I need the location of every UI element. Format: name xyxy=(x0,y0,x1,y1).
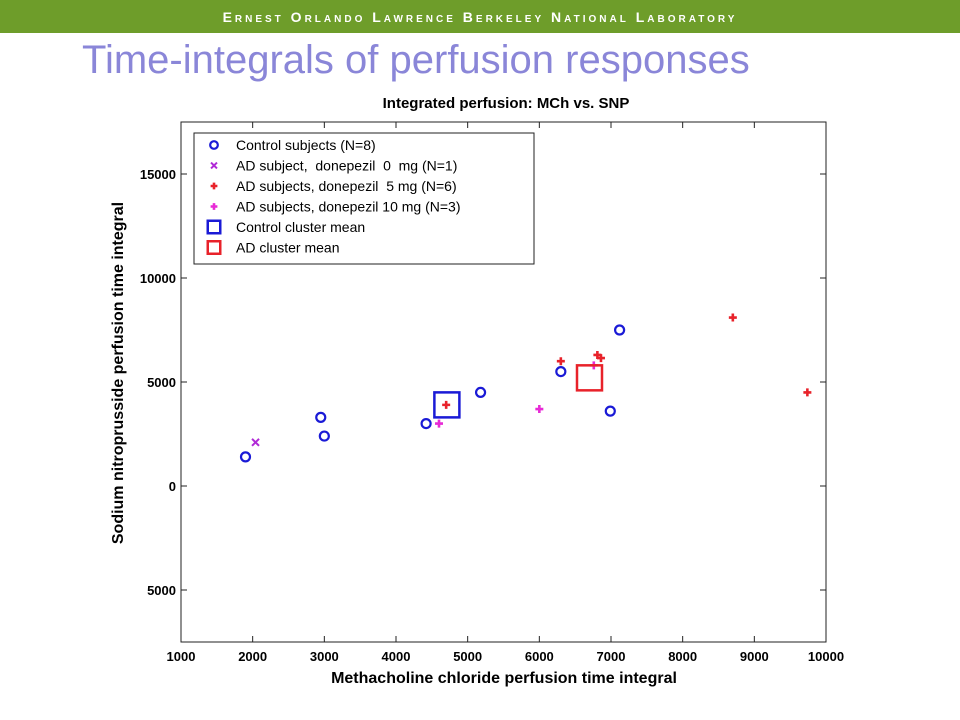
legend-entry-label: AD subject, donepezil 0 mg (N=1) xyxy=(236,158,457,174)
data-point xyxy=(474,386,487,398)
legend-marker xyxy=(210,182,218,190)
legend-entry-label: Control subjects (N=8) xyxy=(236,137,376,153)
data-point-stroke xyxy=(442,400,451,409)
x-tick-label: 4000 xyxy=(382,649,411,664)
y-axis-label: Sodium nitroprusside perfusion time inte… xyxy=(110,202,127,544)
x-tick-label: 7000 xyxy=(597,649,626,664)
legend-marker xyxy=(206,219,222,235)
x-tick-label: 10000 xyxy=(808,649,844,664)
data-point xyxy=(442,400,451,409)
lab-name: Ernest Orlando Lawrence Berkeley Nationa… xyxy=(222,8,738,25)
cluster-mean-marker xyxy=(575,364,604,392)
data-point xyxy=(803,388,812,397)
y-tick-label: 10000 xyxy=(140,271,176,286)
data-point-stroke xyxy=(596,354,605,363)
x-tick-label: 3000 xyxy=(310,649,339,664)
series-0 xyxy=(239,324,626,463)
data-point-stroke xyxy=(435,419,443,428)
slide-title: Time-integrals of perfusion responses xyxy=(82,38,750,82)
data-point xyxy=(604,405,616,417)
legend: Control subjects (N=8) AD subject, donepe… xyxy=(193,132,535,265)
data-point-stroke xyxy=(535,405,544,414)
legend-entry-label: Control cluster mean xyxy=(236,219,365,235)
legend-marker xyxy=(206,240,222,255)
legend-entry-label: AD subjects, donepezil 10 mg (N=3) xyxy=(236,199,461,215)
data-point-stroke xyxy=(251,438,260,447)
x-tick-label: 6000 xyxy=(525,649,554,664)
x-tick-label: 5000 xyxy=(453,649,482,664)
data-point xyxy=(239,451,252,463)
x-tick-label: 9000 xyxy=(740,649,769,664)
data-point xyxy=(318,430,330,442)
chart-title: Integrated perfusion: MCh vs. SNP xyxy=(383,95,630,112)
legend-entry-label: AD subjects, donepezil 5 mg (N=6) xyxy=(236,178,457,194)
x-tick-label: 2000 xyxy=(238,649,267,664)
data-point xyxy=(556,357,565,366)
series-4 xyxy=(433,391,461,419)
legend-marker-stroke xyxy=(210,161,218,170)
legend-marker-stroke xyxy=(210,182,218,190)
data-point-stroke xyxy=(803,388,812,397)
lab-banner: Ernest Orlando Lawrence Berkeley Nationa… xyxy=(0,0,960,33)
x-axis-label: Methacholine chloride perfusion time int… xyxy=(331,670,677,687)
x-tick-label: 1000 xyxy=(167,649,196,664)
series-5 xyxy=(575,364,604,392)
y-tick-label: 0 xyxy=(169,479,176,494)
data-point xyxy=(613,324,626,336)
data-point xyxy=(435,419,443,428)
legend-marker xyxy=(210,161,218,170)
y-tick-label: 5000 xyxy=(147,583,176,598)
series-1 xyxy=(251,438,260,447)
x-tick-label: 8000 xyxy=(668,649,697,664)
data-point-stroke xyxy=(728,313,737,322)
data-point xyxy=(420,418,432,430)
legend-marker xyxy=(209,140,219,150)
legend-entry-label: AD cluster mean xyxy=(236,240,339,256)
data-point xyxy=(251,438,260,447)
data-point xyxy=(555,366,567,378)
data-point xyxy=(596,354,605,363)
data-point xyxy=(535,405,544,414)
legend-marker-stroke xyxy=(210,203,218,210)
data-point xyxy=(728,313,737,322)
y-tick-label: 5000 xyxy=(147,375,176,390)
data-point-stroke xyxy=(556,357,565,366)
series-2 xyxy=(442,313,812,409)
legend-marker xyxy=(210,203,218,210)
cluster-mean-marker xyxy=(433,391,461,419)
legend-box xyxy=(193,132,535,265)
y-tick-label: 15000 xyxy=(140,167,176,182)
data-point xyxy=(315,411,327,423)
